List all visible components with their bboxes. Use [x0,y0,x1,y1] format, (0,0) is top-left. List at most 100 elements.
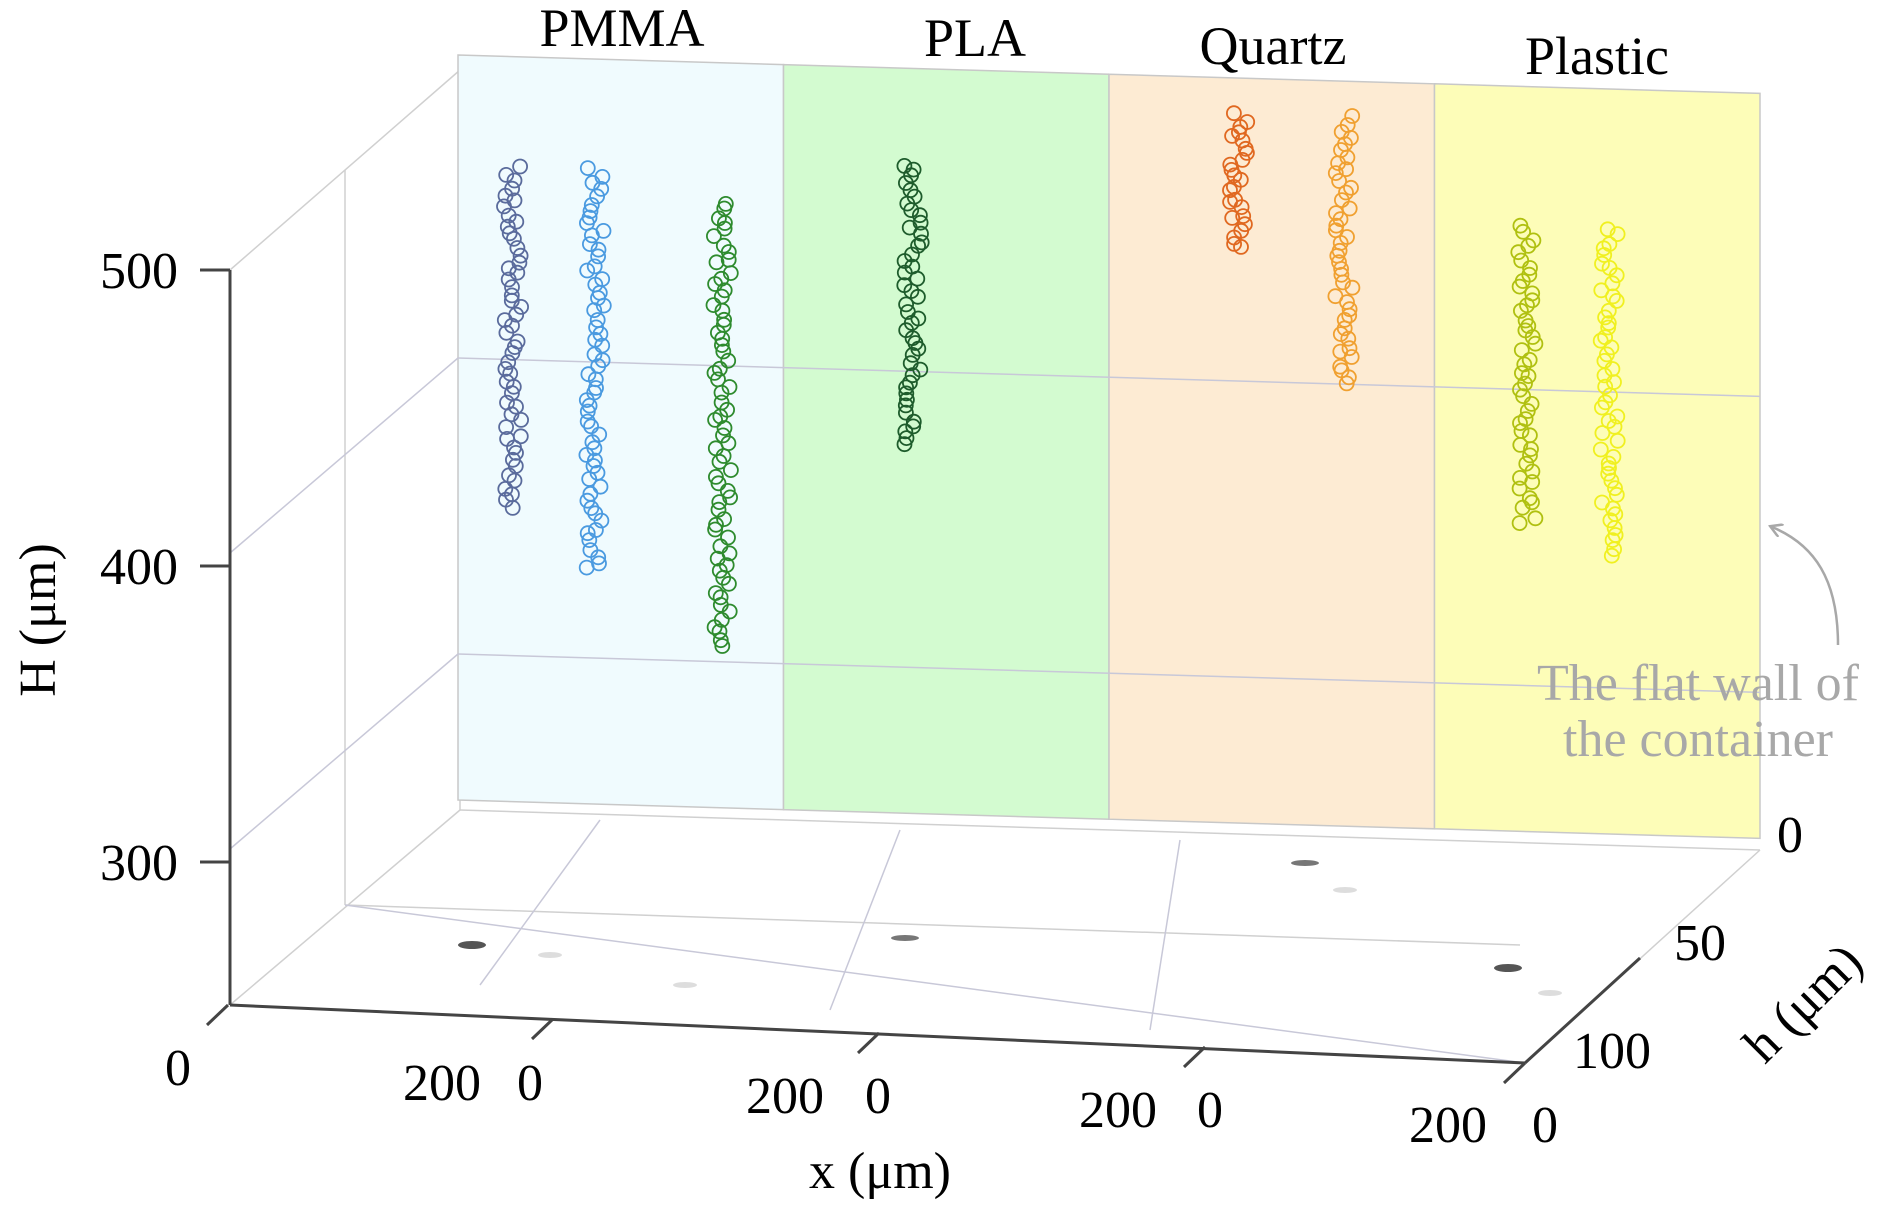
floor-projections [458,860,1562,996]
data-point-plastic-1 [1517,322,1534,339]
data-point-pmma-3 [714,638,731,654]
data-point-pmma-2 [594,271,611,288]
data-point-pmma-2 [588,380,604,396]
data-point-plastic-1 [1517,312,1534,329]
data-point-pmma-1 [498,491,514,508]
data-point-pmma-2 [587,505,604,522]
x-tick-0-pla: 0 [517,1055,543,1112]
data-point-pmma-2 [587,331,604,348]
data-point-quartz-1 [1224,209,1241,226]
side-grid-line-350 [229,653,459,850]
data-point-plastic-1 [1514,365,1530,382]
data-point-pmma-3 [715,427,731,444]
data-point-pla-1 [898,379,914,396]
data-point-plastic-2 [1603,547,1620,564]
data-point-plastic-1 [1511,515,1528,531]
data-point-pmma-3 [720,529,736,546]
data-point-pmma-2 [591,426,608,443]
data-point-pla-1 [898,296,914,313]
data-point-pla-1 [898,430,915,447]
data-point-quartz-2 [1327,165,1344,182]
data-point-pla-1 [898,175,914,191]
data-point-plastic-1 [1517,375,1533,392]
data-point-pla-1 [905,418,922,435]
wall-panel-plastic [1433,83,1761,840]
data-point-plastic-1 [1524,292,1541,309]
data-point-pmma-3 [708,516,724,533]
data-point-pmma-1 [506,172,523,189]
panel-titles: PMMA PLA Quartz Plastic [539,0,1669,86]
data-point-pmma-1 [508,306,525,323]
data-point-pmma-3 [721,379,738,395]
grid-lines [229,357,1761,1064]
data-point-pla-1 [913,234,930,251]
data-point-pmma-1 [509,240,526,256]
data-point-pmma-2 [580,366,597,383]
annotation-arrow [1772,527,1840,646]
data-point-plastic-2 [1594,255,1610,272]
data-point-pmma-3 [717,195,734,212]
data-point-plastic-2 [1597,378,1614,395]
data-point-quartz-1 [1227,191,1243,208]
data-point-pmma-1 [497,360,514,377]
data-point-pmma-1 [499,394,515,411]
data-point-pmma-1 [512,247,529,264]
grid-line-450 [457,357,1761,398]
data-point-pmma-2 [586,258,603,275]
data-point-pmma-2 [583,197,600,213]
data-point-pmma-1 [504,279,520,296]
data-point-pmma-3 [706,228,722,245]
data-point-pmma-3 [719,482,736,499]
data-point-pmma-3 [708,468,724,485]
annotation-line-2: the container [1563,711,1833,768]
floor-grid-line [1149,839,1181,1031]
data-point-pla-1 [912,214,929,231]
floor-grid-line [829,829,901,1011]
data-point-pmma-3 [708,254,725,271]
data-point-pla-1 [910,237,926,254]
data-point-plastic-1 [1513,342,1530,359]
data-point-pmma-3 [711,360,728,377]
side-grid-line-450 [229,357,459,554]
x-axis-label: x (μm) [809,1143,951,1200]
data-point-plastic-1 [1522,447,1538,464]
data-point-plastic-1 [1523,395,1540,412]
annotation: The flat wall of the container [1537,527,1860,768]
data-point-pmma-3 [705,297,722,314]
data-point-pmma-3 [712,632,729,649]
data-point-plastic-1 [1513,252,1530,269]
data-point-pmma-3 [713,394,730,411]
data-point-plastic-1 [1511,480,1528,497]
data-point-pmma-2 [579,160,596,177]
data-point-pmma-3 [720,352,737,369]
data-point-plastic-1 [1521,266,1538,283]
data-point-pmma-3 [706,364,723,381]
data-point-pla-1 [897,423,914,440]
data-point-pmma-2 [583,418,599,435]
data-point-plastic-2 [1604,275,1621,292]
data-point-pmma-3 [713,612,730,628]
data-point-pmma-3 [707,585,724,601]
x-tick-200-pmma: 200 [403,1055,481,1112]
data-point-quartz-2 [1331,173,1347,189]
data-point-quartz-1 [1235,208,1252,225]
x-tick-200-pla: 200 [746,1068,824,1125]
data-point-pmma-1 [498,373,515,390]
data-point-quartz-2 [1327,288,1344,305]
data-point-pmma-1 [511,254,528,271]
depth-axis-line [1523,956,1642,1065]
data-point-quartz-2 [1344,279,1361,296]
data-point-quartz-2 [1332,343,1349,360]
data-point-plastic-2 [1596,352,1613,369]
data-point-plastic-2 [1609,408,1626,425]
data-point-pmma-2 [590,248,606,265]
data-point-pmma-2 [591,555,607,572]
data-point-pmma-2 [589,188,605,205]
x-tick-labels: 200 0 200 0 200 0 200 0 [403,1055,1558,1154]
data-point-plastic-2 [1594,494,1610,511]
data-point-plastic-1 [1512,217,1529,234]
data-point-pla-1 [900,304,916,320]
data-point-plastic-1 [1527,335,1544,352]
data-point-plastic-1 [1527,510,1544,527]
h-ticks: 500 400 300 [100,243,230,892]
